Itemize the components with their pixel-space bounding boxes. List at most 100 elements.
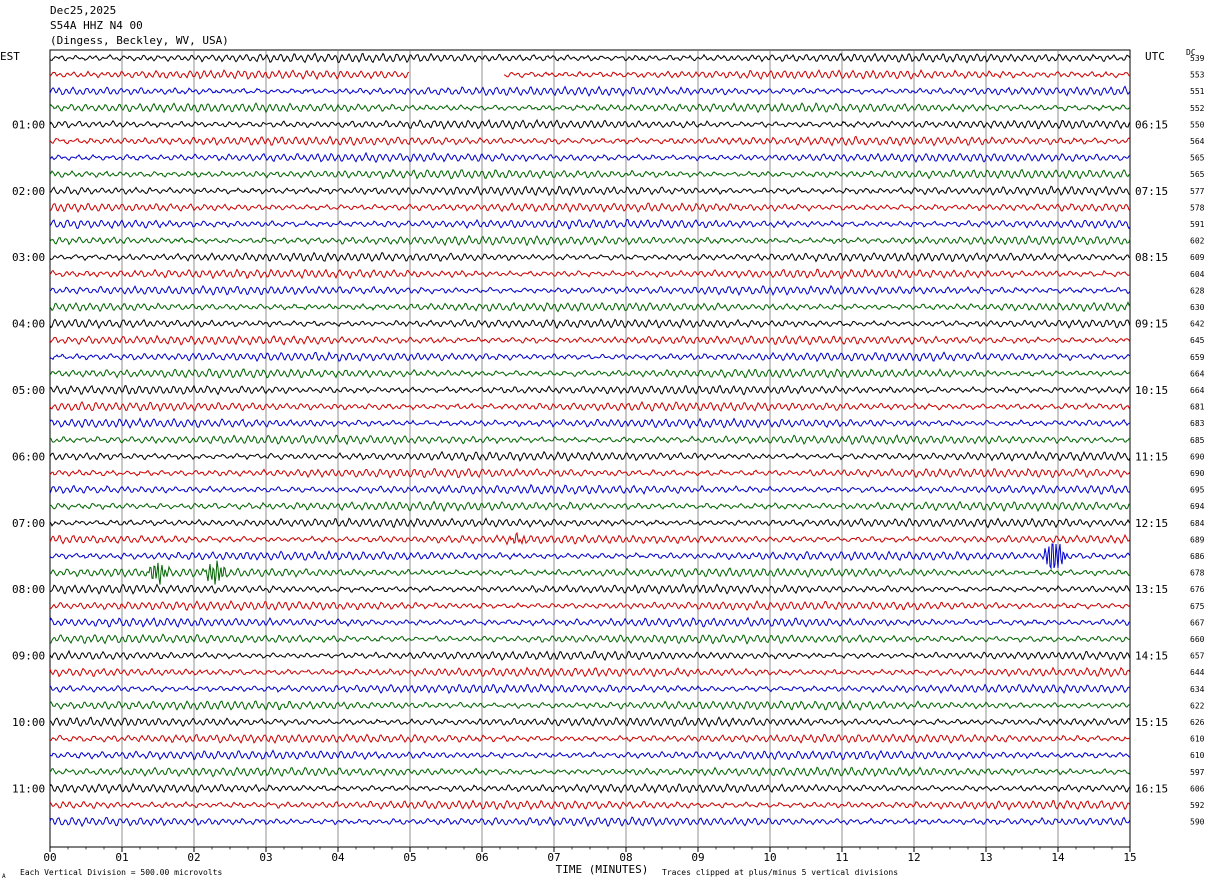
x-tick-label: 03 <box>259 851 272 864</box>
trace-row <box>49 543 1131 570</box>
x-tick-label: 00 <box>43 851 56 864</box>
dc-offset-label: 667 <box>1190 618 1205 627</box>
trace-row <box>49 816 1131 828</box>
x-tick-label: 02 <box>187 851 200 864</box>
clip-note: Traces clipped at plus/minus 5 vertical … <box>662 868 898 877</box>
dc-offset-label: 690 <box>1190 452 1205 461</box>
dc-offset-label: 690 <box>1190 469 1205 478</box>
left-hour-label: 03:00 <box>12 251 45 264</box>
x-tick-label: 04 <box>331 851 345 864</box>
x-tick-label: 07 <box>547 851 560 864</box>
dc-offset-label: 564 <box>1190 137 1205 146</box>
x-tick-label: 05 <box>403 851 416 864</box>
right-hour-label: 11:15 <box>1135 450 1168 463</box>
dc-offset-label: 553 <box>1190 71 1205 80</box>
right-hour-label: 15:15 <box>1135 716 1168 729</box>
dc-offset-label: 602 <box>1190 237 1205 246</box>
trace-row <box>49 301 1131 313</box>
x-axis-title: TIME (MINUTES) <box>556 863 649 876</box>
trace-row <box>49 102 1131 114</box>
right-hour-label: 06:15 <box>1135 118 1168 131</box>
x-tick-label: 06 <box>475 851 488 864</box>
dc-offset-label: 591 <box>1190 220 1205 229</box>
trace-row <box>49 268 1131 280</box>
left-hour-label: 07:00 <box>12 517 45 530</box>
dc-offset-label: 681 <box>1190 403 1205 412</box>
dc-offset-label: 686 <box>1190 552 1205 561</box>
dc-offset-label: 630 <box>1190 303 1205 312</box>
left-hour-label: 06:00 <box>12 450 45 463</box>
trace-row <box>49 782 1131 795</box>
trace-row <box>49 168 1131 180</box>
right-timezone-label: UTC <box>1145 50 1165 63</box>
trace-row <box>49 185 1131 197</box>
trace-row <box>49 699 1131 711</box>
left-hour-label: 09:00 <box>12 650 45 663</box>
dc-offset-label: 659 <box>1190 353 1205 362</box>
trace-row <box>49 417 1131 430</box>
dc-offset-label: 634 <box>1190 685 1205 694</box>
trace-row <box>49 434 1131 446</box>
trace-row <box>49 151 1131 164</box>
dc-offset-label: 694 <box>1190 502 1205 511</box>
trace-row <box>49 500 1131 513</box>
trace-row <box>49 52 1131 64</box>
right-hour-label: 16:15 <box>1135 782 1168 795</box>
trace-row <box>49 716 1131 728</box>
dc-offset-label: 597 <box>1190 768 1205 777</box>
trace-row <box>49 450 1131 462</box>
trace-row <box>49 318 1131 330</box>
trace-row <box>49 517 1131 529</box>
trace-row <box>49 633 1131 645</box>
dc-offset-label: 664 <box>1190 386 1205 395</box>
dc-offset-label: 578 <box>1190 203 1205 212</box>
dc-offset-label: 610 <box>1190 751 1205 760</box>
x-tick-label: 13 <box>979 851 992 864</box>
dc-offset-label: 685 <box>1190 436 1205 445</box>
trace-row <box>49 334 1131 346</box>
location-label: (Dingess, Beckley, WV, USA) <box>50 34 229 47</box>
x-tick-label: 15 <box>1123 851 1136 864</box>
left-hour-label: 01:00 <box>12 118 45 131</box>
dc-offset-label: 644 <box>1190 668 1205 677</box>
trace-row <box>49 284 1131 297</box>
x-tick-label: 11 <box>835 851 848 864</box>
dc-offset-label: 539 <box>1190 54 1205 63</box>
trace-row <box>49 583 1131 595</box>
dc-offset-label: 660 <box>1190 635 1205 644</box>
x-tick-label: 12 <box>907 851 920 864</box>
scale-note: Each Vertical Division = 500.00 microvol… <box>20 868 222 877</box>
right-hour-label: 13:15 <box>1135 583 1168 596</box>
x-tick-label: 14 <box>1051 851 1065 864</box>
trace-row <box>49 683 1131 694</box>
trace-row <box>49 649 1131 661</box>
left-hour-label: 04:00 <box>12 318 45 331</box>
trace-row <box>49 531 1131 546</box>
dc-offset-label: 604 <box>1190 270 1205 279</box>
right-hour-label: 07:15 <box>1135 185 1168 198</box>
dc-offset-label: 695 <box>1190 486 1205 495</box>
trace-row <box>49 384 1131 396</box>
dc-offset-label: 592 <box>1190 801 1205 810</box>
dc-offset-label: 675 <box>1190 602 1205 611</box>
dc-offset-label: 551 <box>1190 87 1205 96</box>
trace-row <box>49 766 1131 778</box>
dc-offset-label: 550 <box>1190 120 1205 129</box>
trace-row <box>49 368 1131 379</box>
dc-offset-label: 565 <box>1190 154 1205 163</box>
left-hour-label: 11:00 <box>12 782 45 795</box>
trace-row <box>49 234 1131 247</box>
station-label: S54A HHZ N4 00 <box>50 19 143 32</box>
trace-row <box>49 733 1131 745</box>
right-hour-label: 12:15 <box>1135 517 1168 530</box>
trace-row <box>50 560 1131 585</box>
trace-row <box>49 351 1131 363</box>
x-tick-label: 08 <box>619 851 632 864</box>
trace-row <box>49 666 1131 678</box>
x-tick-label: 10 <box>763 851 776 864</box>
dc-offset-label: 626 <box>1190 718 1205 727</box>
x-tick-label: 09 <box>691 851 704 864</box>
trace-row <box>49 218 1131 230</box>
right-hour-label: 14:15 <box>1135 650 1168 663</box>
